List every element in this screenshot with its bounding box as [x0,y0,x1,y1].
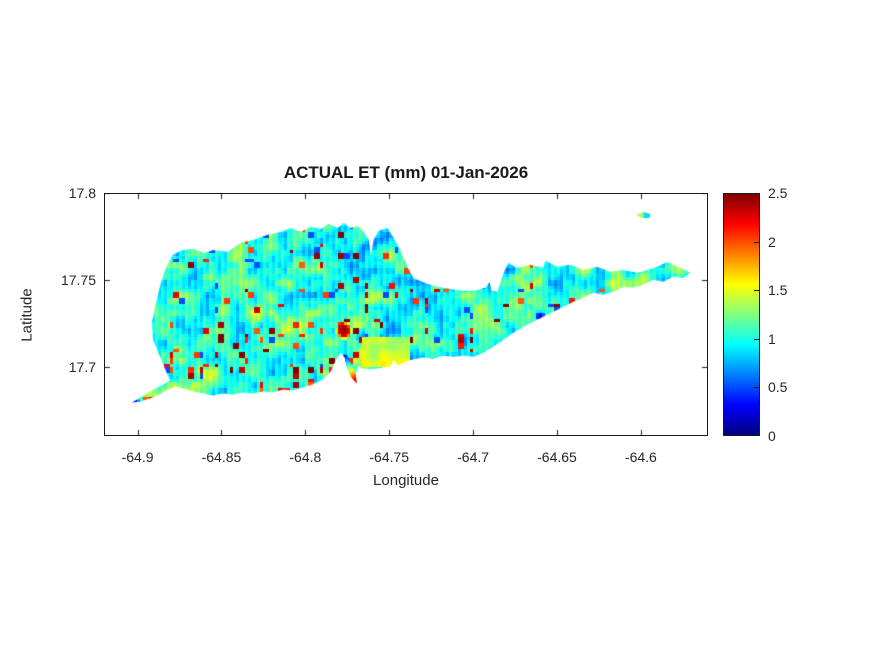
plot-title: ACTUAL ET (mm) 01-Jan-2026 [283,163,529,182]
colorbar-tick-label: 1 [768,330,776,347]
x-tick-label: -64.7 [457,449,490,465]
colorbar-tick-label: 2 [768,233,776,250]
et-heatmap-canvas [104,193,708,436]
x-tick-label: -64.65 [537,449,577,465]
x-tick-label: -64.85 [201,449,242,465]
y-tick-label: 17.75 [60,271,96,288]
x-tick-label: -64.6 [624,449,657,465]
x-tick-label: -64.8 [289,449,322,465]
colorbar-tick-mark [754,338,759,340]
colorbar [723,193,760,436]
colorbar-tick-mark [754,386,759,388]
colorbar-tick-mark [754,290,759,292]
x-tick-label: -64.75 [369,449,410,465]
x-tick-label: -64.9 [121,449,154,465]
y-axis-label: Latitude [18,288,36,342]
colorbar-tick-label: 1.5 [768,282,788,299]
colorbar-tick-label: 2.5 [768,185,788,201]
x-axis-label: Longitude [373,472,439,489]
colorbar-tick-label: 0.5 [768,379,788,396]
y-tick-label: 17.7 [68,358,96,375]
colorbar-tick-mark [754,242,759,244]
colorbar-tick-label: 0 [768,428,776,444]
y-tick-label: 17.8 [68,185,96,201]
plot-axes-box [104,193,708,436]
